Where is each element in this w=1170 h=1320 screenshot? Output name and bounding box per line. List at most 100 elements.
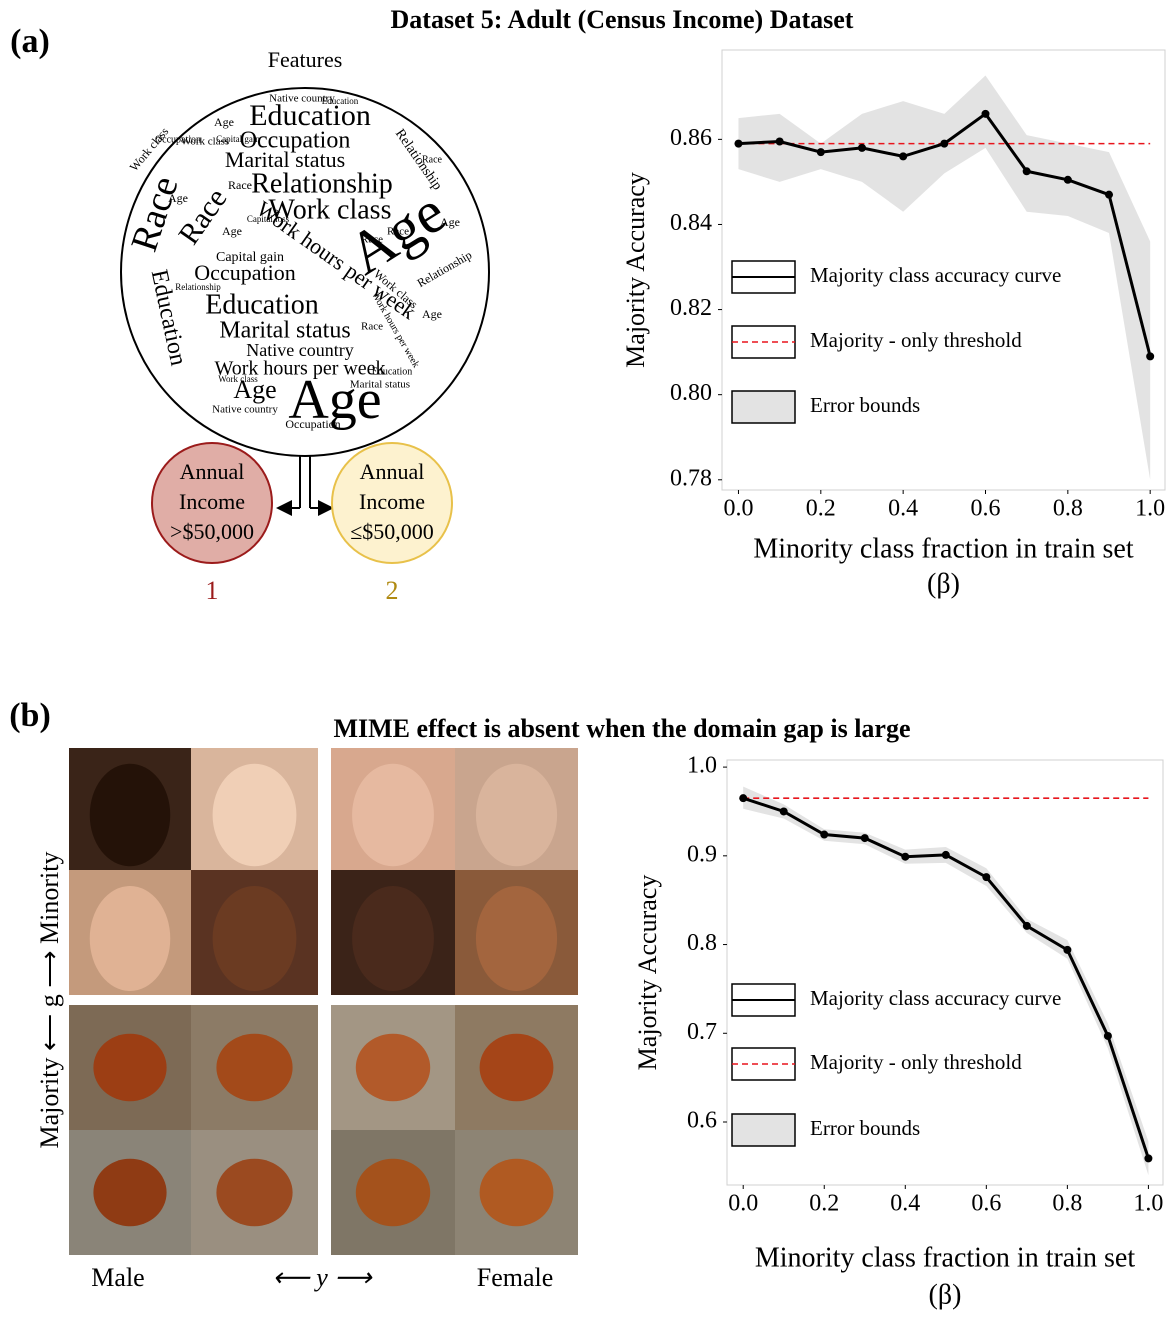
photo-chicken [93,1159,166,1227]
cloud-word: Education [372,366,413,377]
data-point [776,137,784,145]
cloud-word: Capital gain [216,134,260,144]
data-point [1144,1154,1152,1162]
data-point [982,873,990,881]
photo-chicken [93,1034,166,1102]
x-tick-label: 0.2 [809,1191,839,1217]
data-point [1064,176,1072,184]
data-point [820,831,828,839]
y-axis-label: Majority Accuracy [621,172,650,368]
cloud-word: Occupation [285,417,340,431]
photo-face [213,764,297,866]
cloud-word: Marital status [350,379,410,391]
cloud-word: Age [214,115,234,129]
data-point [940,140,948,148]
cloud-word: Relationship [175,282,221,292]
photo-face [90,886,171,991]
y-tick-label: 1.0 [687,753,717,779]
photo-chicken [216,1159,292,1227]
data-point [734,140,742,148]
class-text: Annual [360,459,425,484]
data-point [1023,167,1031,175]
x-tick-label: 0.0 [728,1191,758,1217]
cloud-word: Education [205,289,319,320]
cloud-word: Capital loss [247,214,290,224]
y-tick-label: 0.7 [687,1019,717,1045]
x-axis-label: (β) [929,1279,962,1310]
class-label: Male [91,1263,144,1292]
class-text: >$50,000 [170,519,254,544]
cloud-title: Features [268,47,343,72]
data-point [858,144,866,152]
y-tick-label: 0.6 [687,1108,717,1134]
y-tick-label: 0.82 [670,295,712,321]
photo-face [476,764,557,866]
photo-chicken [480,1034,554,1102]
cloud-word: Race [228,178,252,192]
photo-chicken [216,1034,292,1102]
legend-label: Error bounds [810,1116,920,1140]
class-text: Annual [180,459,245,484]
x-tick-label: 0.4 [890,1191,920,1217]
data-point [899,152,907,160]
y-tick-label: 0.9 [687,841,717,867]
data-point [1146,352,1154,360]
x-tick-label: 1.0 [1133,1191,1163,1217]
x-tick-label: 0.2 [806,496,836,522]
cloud-word: Race [361,321,383,333]
x-tick-label: 1.0 [1135,496,1165,522]
x-axis-label: Minority class fraction in train set [755,1242,1135,1273]
photo-face [213,886,297,991]
legend-label: Majority - only threshold [810,328,1022,352]
chart-title: MIME effect is absent when the domain ga… [333,714,910,743]
cloud-word: Age [168,191,188,205]
legend-label: Majority class accuracy curve [810,986,1061,1010]
image-grid [69,748,578,1255]
y-tick-label: 0.84 [670,210,712,236]
cloud-word: Capital gain [216,250,284,265]
g-axis-label: Majority ⟵ g ⟶ Minority [35,852,64,1149]
legend-label: Error bounds [810,393,920,417]
x-tick-label: 0.8 [1053,496,1083,522]
cloud-word: Native country [212,404,278,416]
error-band [743,787,1148,1176]
cloud-word: Race [422,154,443,165]
data-point [739,794,747,802]
data-point [1105,191,1113,199]
x-tick-label: 0.4 [888,496,918,522]
page: (a) Features (b) Majority ⟵ g ⟶ Minority… [0,0,1170,1320]
data-point [901,853,909,861]
class-number: 2 [386,576,399,605]
y-tick-label: 0.86 [670,125,712,151]
photo-chicken [480,1159,554,1227]
data-point [1104,1032,1112,1040]
data-point [1063,946,1071,954]
x-tick-label: 0.6 [970,496,1000,522]
legend-label: Majority - only threshold [810,1050,1022,1074]
y-tick-label: 0.8 [687,930,717,956]
y-axis-label: ⟵ y ⟶ [272,1263,373,1292]
x-axis-label: Minority class fraction in train set [753,533,1133,564]
x-axis-label: (β) [927,568,960,599]
y-tick-label: 0.78 [670,465,712,491]
class-text: ≤$50,000 [350,519,434,544]
data-point [942,851,950,859]
cloud-word: Age [440,215,460,229]
cloud-word: Age [422,307,442,321]
class-text: Income [179,489,245,514]
class-label: Female [477,1263,554,1292]
data-point [817,148,825,156]
data-point [861,834,869,842]
y-tick-label: 0.80 [670,380,712,406]
photo-face [352,764,434,866]
cloud-word: Age [222,224,242,238]
cloud-word: Race [361,234,383,246]
class-number: 1 [206,576,219,605]
photo-face [352,886,434,991]
figure: (a) Features (b) Majority ⟵ g ⟶ Minority… [0,0,1170,1320]
y-axis-label: Majority Accuracy [633,875,662,1071]
cloud-word: Work class [218,374,258,384]
data-point [981,110,989,118]
x-tick-label: 0.0 [723,496,753,522]
cloud-word: Education [322,96,359,106]
